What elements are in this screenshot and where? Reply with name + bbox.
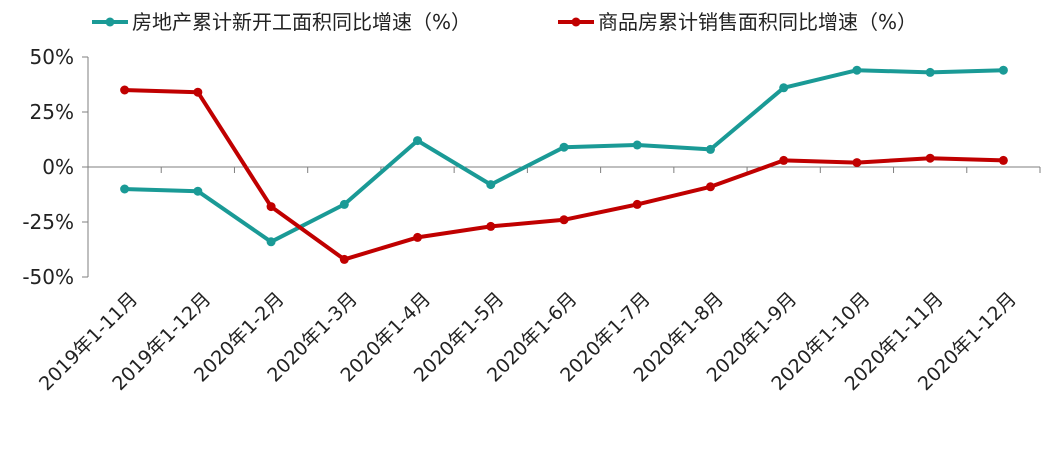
data-point [413, 232, 423, 242]
data-point [925, 153, 935, 163]
data-point [632, 199, 642, 209]
data-point [998, 65, 1008, 75]
data-point [559, 215, 569, 225]
y-axis: 50% 25% 0% -25% -50% [22, 45, 89, 289]
data-point [193, 87, 203, 97]
series-layer [120, 65, 1008, 264]
y-tick-label: -25% [22, 210, 74, 234]
legend: 房地产累计新开工面积同比增速（%） 商品房累计销售面积同比增速（%） [92, 10, 917, 34]
legend-label: 房地产累计新开工面积同比增速（%） [132, 10, 471, 34]
y-tick-label: 0% [42, 155, 74, 179]
legend-marker [105, 17, 115, 27]
y-tick-label: 50% [30, 45, 74, 69]
data-point [779, 155, 789, 165]
data-point [266, 202, 276, 212]
data-point [120, 85, 130, 95]
data-point [266, 237, 276, 247]
data-point [120, 184, 130, 194]
y-tick-label: 25% [30, 100, 74, 124]
legend-item: 商品房累计销售面积同比增速（%） [558, 10, 917, 34]
data-point [852, 65, 862, 75]
data-point [632, 140, 642, 150]
data-point [852, 158, 862, 168]
data-point [339, 254, 349, 264]
data-point [925, 67, 935, 77]
y-tick-label: -50% [22, 265, 74, 289]
data-point [486, 180, 496, 190]
data-point [559, 142, 569, 152]
data-point [339, 199, 349, 209]
data-point [413, 136, 423, 146]
data-point [486, 221, 496, 231]
data-point [705, 144, 715, 154]
data-point [779, 83, 789, 93]
legend-marker [571, 17, 581, 27]
data-point [193, 186, 203, 196]
data-point [705, 182, 715, 192]
series-2 [120, 85, 1008, 264]
series-1 [120, 65, 1008, 247]
x-axis: 2019年1-11月2019年1-12月2020年1-2月2020年1-3月20… [35, 166, 1041, 395]
data-point [998, 155, 1008, 165]
legend-item: 房地产累计新开工面积同比增速（%） [92, 10, 471, 34]
legend-label: 商品房累计销售面积同比增速（%） [598, 10, 917, 34]
